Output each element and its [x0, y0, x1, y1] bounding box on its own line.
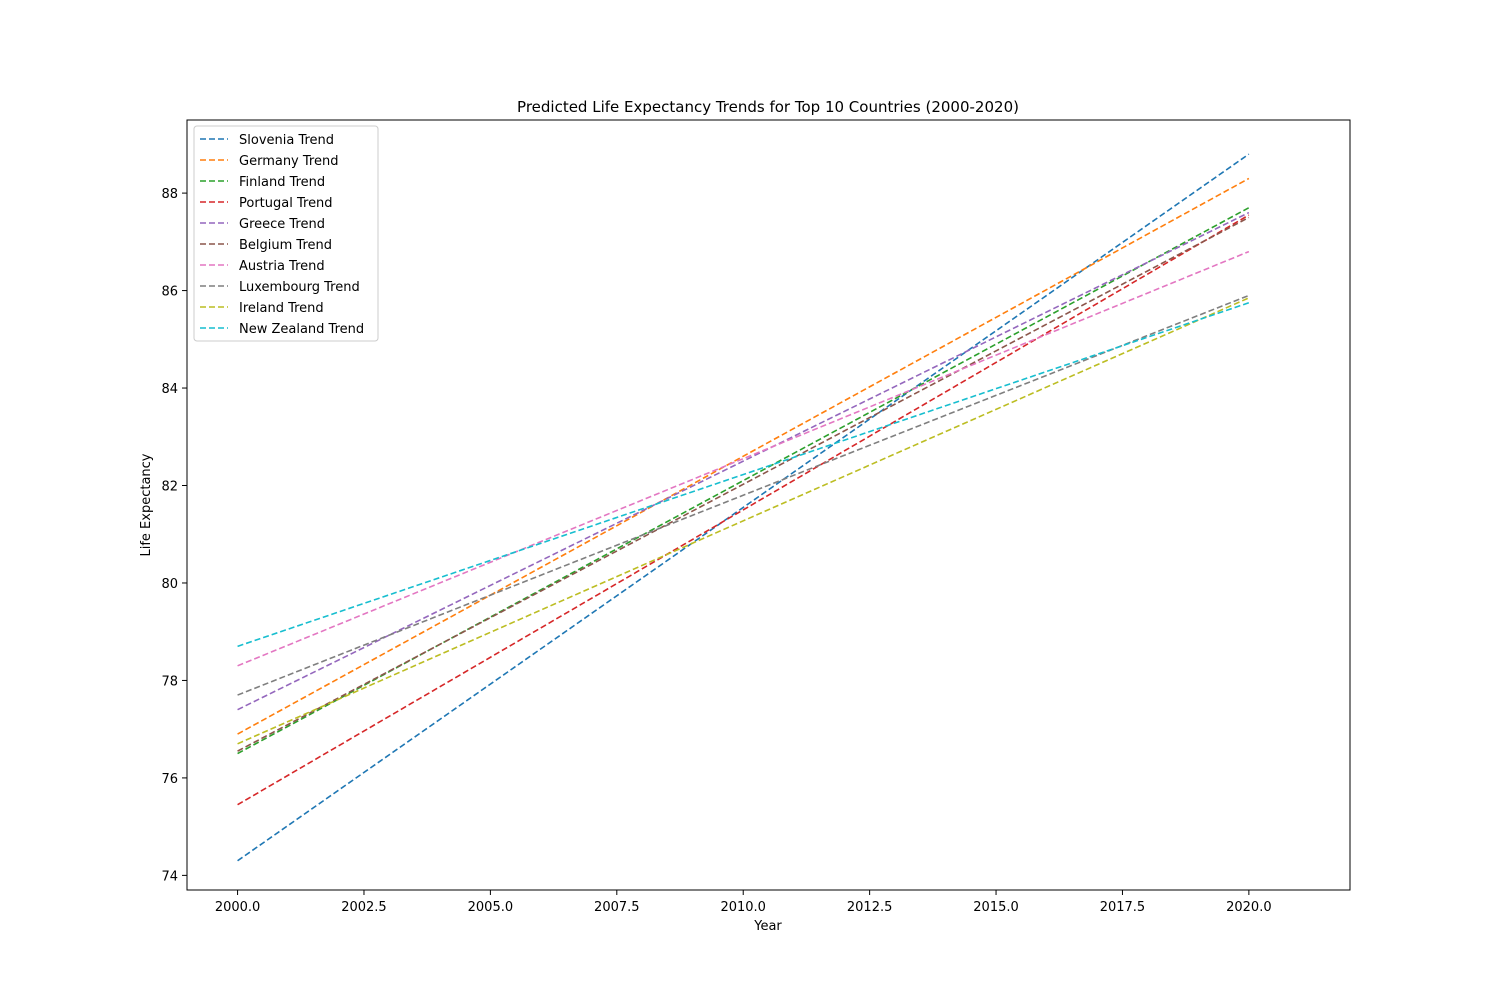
y-axis-label: Life Expectancy	[139, 453, 154, 556]
legend-label: Ireland Trend	[239, 301, 324, 316]
legend-label: Portugal Trend	[239, 196, 333, 211]
x-tick-label: 2010.0	[720, 900, 766, 915]
legend-label: Greece Trend	[239, 217, 325, 232]
legend-box	[193, 125, 379, 342]
series-line-7	[237, 294, 1250, 696]
x-axis-label: Year	[753, 919, 782, 934]
legend-label: Luxembourg Trend	[239, 280, 360, 295]
y-tick-label: 88	[161, 187, 178, 202]
series-lines	[237, 153, 1250, 862]
x-tick-label: 2012.5	[847, 900, 893, 915]
legend: Slovenia Trend Germany Trend Finland Trend…	[193, 125, 379, 342]
y-tick-label: 74	[161, 869, 178, 884]
x-axis: 2000.0 2002.5 2005.0 2007.5 2010.0 2012.5 2015…	[215, 890, 1272, 915]
series-line-6	[237, 250, 1250, 667]
y-tick-label: 76	[161, 772, 178, 787]
x-tick-label: 2007.5	[594, 900, 640, 915]
series-line-5	[237, 216, 1250, 752]
chart-title: Predicted Life Expectancy Trends for Top…	[517, 98, 1019, 116]
legend-label: New Zealand Trend	[239, 322, 364, 337]
y-tick-label: 80	[161, 577, 178, 592]
y-tick-label: 78	[161, 674, 178, 689]
x-tick-label: 2017.5	[1100, 900, 1146, 915]
x-tick-label: 2020.0	[1226, 900, 1272, 915]
series-line-4	[237, 211, 1250, 711]
y-axis: 74 76 78 80 82 84 86 88	[161, 187, 187, 884]
legend-label: Germany Trend	[239, 154, 338, 169]
series-line-9	[237, 301, 1250, 648]
y-tick-label: 84	[161, 382, 178, 397]
legend-label: Finland Trend	[239, 175, 325, 190]
legend-label: Belgium Trend	[239, 238, 332, 253]
series-line-1	[237, 177, 1250, 735]
legend-label: Austria Trend	[239, 259, 325, 274]
series-line-3	[237, 214, 1250, 806]
y-tick-label: 82	[161, 480, 178, 495]
x-tick-label: 2002.5	[341, 900, 387, 915]
x-tick-label: 2000.0	[215, 900, 261, 915]
x-tick-label: 2015.0	[973, 900, 1019, 915]
plot-area-frame	[186, 119, 1351, 891]
x-tick-label: 2005.0	[468, 900, 514, 915]
series-line-8	[237, 297, 1250, 745]
legend-label: Slovenia Trend	[239, 133, 334, 148]
y-tick-label: 86	[161, 285, 178, 300]
series-line-0	[237, 153, 1250, 862]
